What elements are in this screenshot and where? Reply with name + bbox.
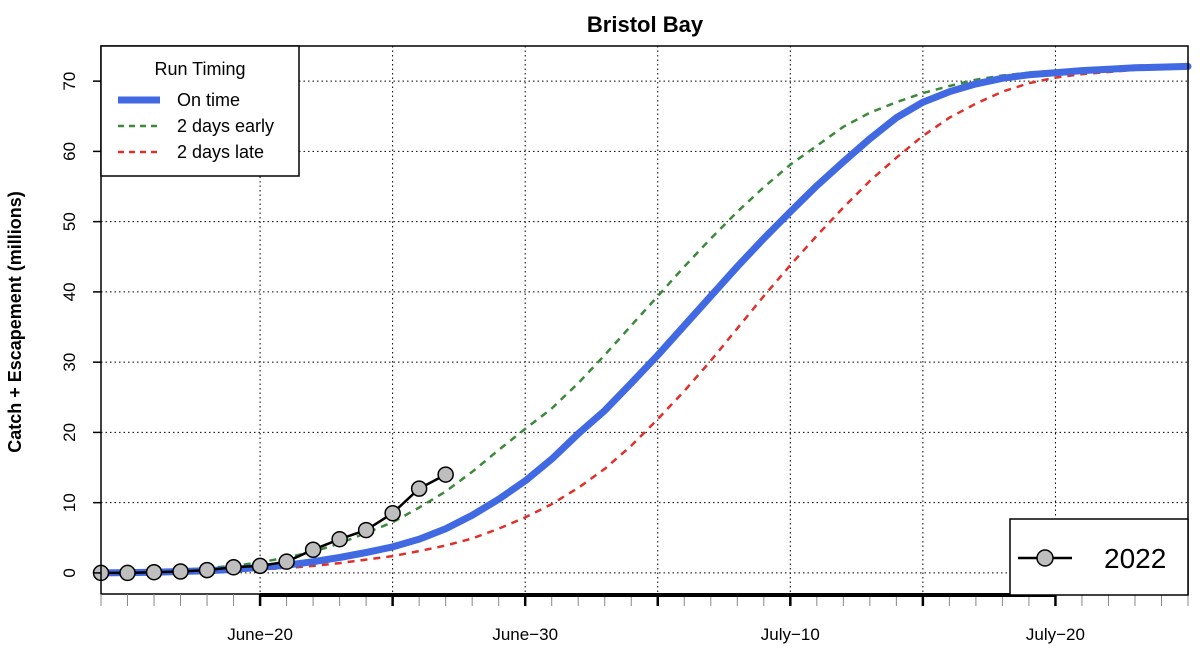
series-point-2022	[410, 480, 428, 497]
series-point-2022	[251, 557, 269, 575]
y-tick-label: 0	[60, 568, 79, 577]
series-point-2022	[304, 541, 322, 558]
y-axis-label: Catch + Escapement (millions)	[5, 191, 25, 453]
series-point-2022	[145, 563, 163, 581]
y-tick-label: 40	[60, 282, 79, 301]
legend-run-timing: Run Timing On time 2 days early 2 days l…	[100, 45, 300, 177]
series-point-2022	[437, 466, 454, 483]
series-point-2022	[172, 563, 189, 580]
x-tick-label: July−20	[1026, 625, 1085, 644]
chart-title: Bristol Bay	[587, 12, 704, 37]
series-line-2-days-late	[100, 65, 1189, 575]
legend-label-2022: 2022	[1104, 543, 1166, 574]
y-tick-label: 30	[60, 353, 79, 372]
series-line-2022	[99, 473, 447, 575]
x-tick-label: June−20	[227, 625, 293, 644]
y-tick-label: 70	[60, 72, 79, 91]
y-tick-label: 50	[60, 212, 79, 231]
series-point-2022	[357, 521, 375, 539]
series-point-2022	[225, 559, 242, 576]
y-axis: 0 10 20 30 40 50 60 70	[60, 72, 101, 578]
series-point-2022	[119, 564, 136, 582]
y-tick-label: 60	[60, 142, 79, 161]
legend-run-timing-box	[100, 45, 300, 177]
y-tick-label: 20	[60, 423, 79, 442]
x-tick-label: June−30	[492, 625, 558, 644]
series-point-2022	[198, 561, 216, 579]
legend-label-2-days-early: 2 days early	[177, 116, 274, 136]
series-point-2022	[331, 530, 348, 548]
legend-label-2-days-late: 2 days late	[177, 142, 264, 162]
y-tick-label: 10	[60, 493, 79, 512]
x-axis: June−20 June−30 July−10 July−20	[100, 593, 1189, 644]
legend-year: 2022	[1009, 518, 1189, 596]
legend-marker-2022	[1036, 549, 1054, 567]
series-layer	[92, 62, 1192, 582]
series-point-2022	[384, 504, 401, 522]
x-tick-label: July−10	[761, 625, 820, 644]
legend-label-on-time: On time	[177, 90, 240, 110]
series-point-2022	[278, 553, 295, 570]
legend-title: Run Timing	[154, 59, 245, 79]
